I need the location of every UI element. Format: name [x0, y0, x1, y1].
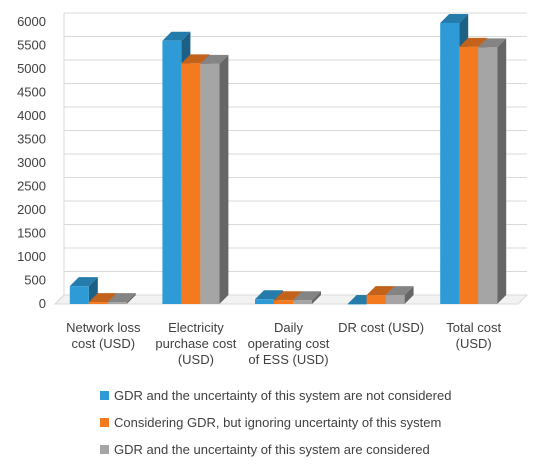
- bar-top: [69, 277, 98, 287]
- x-tick-label-line: of ESS (USD): [248, 352, 328, 367]
- bar-top: [255, 290, 283, 300]
- bar-top: [459, 37, 488, 47]
- x-tick-label-line: DR cost (USD): [338, 320, 424, 335]
- bar: [385, 295, 405, 304]
- y-tick-label: 4500: [17, 85, 46, 100]
- legend-swatch: [100, 391, 109, 400]
- bar-side: [497, 38, 507, 304]
- y-tick-label: 4000: [17, 108, 46, 123]
- x-tick-label: Total cost (USD): [446, 320, 501, 351]
- bar-top: [440, 13, 469, 23]
- x-tick-label-line: operating cost: [248, 336, 330, 351]
- bar-top: [366, 286, 395, 296]
- bar: [69, 286, 89, 304]
- axis-depth-edge: [54, 294, 65, 305]
- bar: [440, 22, 460, 304]
- y-tick-label: 3500: [17, 132, 46, 147]
- bar-side: [312, 291, 321, 304]
- legend-swatch: [100, 418, 109, 427]
- y-tick-label: 5500: [17, 38, 46, 53]
- bar-top: [162, 31, 191, 41]
- bar-top: [181, 54, 210, 64]
- bar: [162, 40, 182, 305]
- legend-label: Considering GDR, but ignoring uncertaint…: [114, 415, 441, 430]
- bar: [366, 295, 386, 304]
- x-tick-label-line: purchase cost: [155, 336, 236, 351]
- y-tick-label: 5000: [17, 61, 46, 76]
- bar: [107, 302, 127, 304]
- x-tick-label-line: Electricity: [168, 320, 224, 335]
- y-tick-label: 500: [24, 273, 46, 288]
- bar-top: [385, 286, 414, 296]
- bar: [459, 46, 479, 304]
- bar-side: [126, 293, 136, 304]
- x-tick-label-line: (USD): [456, 336, 492, 351]
- y-tick-label: 1000: [17, 249, 46, 264]
- x-tick-label-line: (USD): [178, 352, 214, 367]
- y-tick-label: 0: [39, 296, 46, 311]
- bar: [274, 300, 293, 304]
- y-tick-label: 2500: [17, 179, 46, 194]
- legend-label: GDR and the uncertainty of this system a…: [114, 388, 451, 403]
- bar: [478, 47, 498, 304]
- bar-side: [88, 277, 98, 304]
- bar: [293, 300, 312, 304]
- bar-top: [293, 291, 321, 301]
- y-tick-label: 1500: [17, 226, 46, 241]
- y-tick-label: 3000: [17, 155, 46, 170]
- x-tick-label-line: cost (USD): [72, 336, 136, 351]
- x-tick-label-line: Network loss: [66, 320, 141, 335]
- bar-top: [478, 38, 507, 48]
- legend-label: GDR and the uncertainty of this system a…: [114, 442, 430, 457]
- bar-top: [107, 293, 136, 303]
- bar: [347, 304, 367, 305]
- bar-side: [404, 286, 414, 304]
- legend-swatch: [100, 445, 109, 454]
- y-tick-label: 6000: [17, 14, 46, 29]
- x-tick-label-line: Total cost: [446, 320, 501, 335]
- x-tick-label: Daily operating cost of ESS (USD): [248, 320, 330, 367]
- x-tick-label: DR cost (USD): [338, 320, 424, 335]
- bar-top: [200, 54, 229, 64]
- bar: [200, 63, 220, 304]
- bar: [88, 302, 108, 304]
- x-tick-label: Electricity purchase cost (USD): [155, 320, 236, 367]
- x-tick-label: Network loss cost (USD): [66, 320, 141, 351]
- bar-side: [219, 54, 229, 304]
- bar-top: [274, 291, 302, 301]
- bar-top: [88, 293, 117, 303]
- y-tick-label: 2000: [17, 202, 46, 217]
- x-tick-label-line: Daily: [274, 320, 303, 335]
- bar: [181, 63, 201, 304]
- bar: [255, 299, 274, 304]
